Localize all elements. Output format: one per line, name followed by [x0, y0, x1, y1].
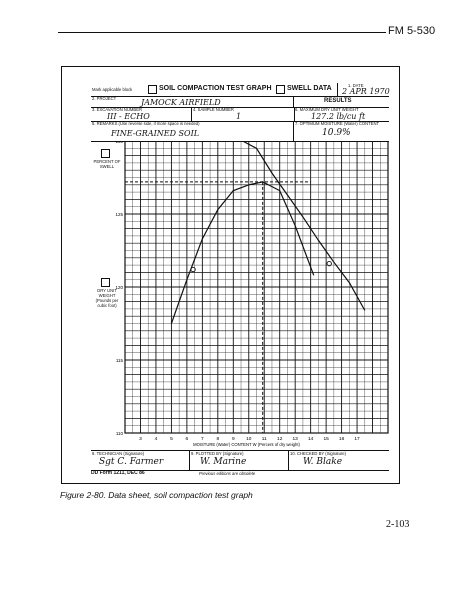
signature-row: 8. TECHNICIAN (Signature) Sgt C. Farmer …: [91, 450, 389, 471]
excavation-value: III - ECHO: [107, 112, 150, 121]
zero-air-voids-line: [242, 141, 366, 311]
x-tick-label: 15: [323, 436, 329, 442]
plotted-signature: W. Marine: [200, 457, 247, 467]
plotted-cell: 9. PLOTTED BY (Signature) W. Marine: [190, 451, 289, 470]
optimum-cell: 7. OPTIMUM MOISTURE (Water) CONTENT 10.9…: [293, 121, 390, 141]
project-row: 2. PROJECT JAMOCK AIRFIELD RESULTS: [91, 96, 389, 108]
y-tick-label: 130: [115, 141, 123, 144]
x-tick-label: 11: [262, 436, 267, 442]
optimum-value: 10.9%: [322, 128, 351, 138]
header-rule: [58, 32, 386, 33]
project-value: JAMOCK AIRFIELD: [141, 98, 221, 107]
figure-caption: Figure 2-80. Data sheet, soil compaction…: [60, 490, 253, 500]
remarks-row: 5. REMARKS (Use reverse side, if more sp…: [91, 121, 389, 142]
sample-cell: 4. SAMPLE NUMBER 1: [191, 107, 295, 121]
max-dry-value: 127.2 lb/cu ft: [311, 112, 366, 121]
sample-value: 1: [236, 112, 242, 121]
x-axis-label: MOISTURE (Water) CONTENT W (Percent of d…: [193, 442, 300, 447]
manual-number: FM 5-530: [388, 25, 436, 37]
dry-unit-checkbox[interactable]: [101, 278, 110, 287]
data-point-marker: [190, 266, 196, 273]
x-tick-label: 5: [170, 436, 173, 442]
technician-signature: Sgt C. Farmer: [99, 457, 164, 467]
dry-unit-label: DRY UNIT WEIGHT (Pounds per cubic foot): [95, 288, 119, 308]
percent-swell-label: PERCENT OF SWELL: [93, 159, 121, 169]
date-cell: 1. DATE 2 APR 1970: [337, 83, 390, 96]
excavation-row: 3. EXCAVATION NUMBER III - ECHO 4. SAMPL…: [91, 107, 389, 122]
x-tick-label: 16: [339, 436, 345, 442]
data-point-marker: [326, 260, 332, 267]
x-tick-label: 12: [277, 436, 283, 442]
percent-swell-checkbox[interactable]: [101, 149, 110, 158]
x-tick-label: 13: [293, 436, 299, 442]
swell-checkbox[interactable]: [276, 85, 285, 94]
compaction-curve: [170, 181, 315, 324]
project-label: 2. PROJECT: [92, 96, 117, 101]
optimum-label: 7. OPTIMUM MOISTURE (Water) CONTENT: [295, 121, 380, 126]
technician-label: 8. TECHNICIAN (Signature): [92, 451, 145, 456]
form-number: DD Form 1211, DEC 86: [91, 470, 145, 476]
remarks-label: 5. REMARKS (Use reverse side, if more sp…: [92, 121, 200, 126]
previous-editions: Previous editions are obsolete: [199, 471, 256, 476]
y-tick-label: 125: [115, 212, 123, 217]
x-tick-label: 6: [186, 436, 189, 442]
results-label: RESULTS: [324, 98, 352, 104]
y-tick-label: 120: [115, 285, 123, 290]
results-cell: RESULTS: [293, 96, 390, 107]
date-value: 2 APR 1970: [342, 87, 390, 96]
compaction-checkbox[interactable]: [148, 85, 157, 94]
sample-label: 4. SAMPLE NUMBER: [193, 107, 234, 112]
form-sheet: Mark applicable block SOIL COMPACTION TE…: [91, 83, 390, 476]
page-number: 2-103: [386, 519, 410, 530]
x-tick-label: 7: [201, 436, 204, 442]
plotted-label: 9. PLOTTED BY (Signature): [191, 451, 244, 456]
x-tick-label: 4: [155, 436, 158, 442]
y-tick-label: 110: [116, 431, 124, 436]
checked-signature: W. Blake: [303, 457, 343, 467]
figure-frame: [61, 66, 400, 484]
compaction-graph: 130 125 120 115 110 3 4 5 6 7 8 9 10 11 12 13 14 15 16 17 MO…: [115, 141, 389, 447]
x-tick-label: 3: [139, 436, 142, 442]
checked-cell: 10. CHECKED BY (Signature) W. Blake: [289, 451, 389, 470]
x-tick-label: 9: [232, 436, 235, 442]
title-row: Mark applicable block SOIL COMPACTION TE…: [91, 83, 390, 97]
y-tick-label: 115: [116, 358, 124, 363]
remarks-value: FINE-GRAINED SOIL: [111, 129, 200, 138]
mark-box-label: Mark applicable block: [92, 87, 133, 92]
x-tick-label: 8: [216, 436, 219, 442]
technician-cell: 8. TECHNICIAN (Signature) Sgt C. Farmer: [91, 451, 190, 470]
date-label: 1. DATE: [348, 83, 364, 88]
max-dry-label: 6. MAXIMUM DRY UNIT WEIGHT: [295, 107, 359, 112]
excavation-label: 3. EXCAVATION NUMBER: [92, 107, 143, 112]
x-tick-label: 14: [308, 436, 314, 442]
plot-border: [124, 141, 389, 434]
x-tick-label: 17: [354, 436, 360, 442]
title-compaction: SOIL COMPACTION TEST GRAPH: [159, 85, 272, 92]
x-tick-label: 10: [246, 436, 252, 442]
title-swell: SWELL DATA: [287, 85, 332, 92]
left-axis-column: PERCENT OF SWELL DRY UNIT WEIGHT (Pounds…: [91, 141, 125, 450]
checked-label: 10. CHECKED BY (Signature): [290, 451, 347, 456]
